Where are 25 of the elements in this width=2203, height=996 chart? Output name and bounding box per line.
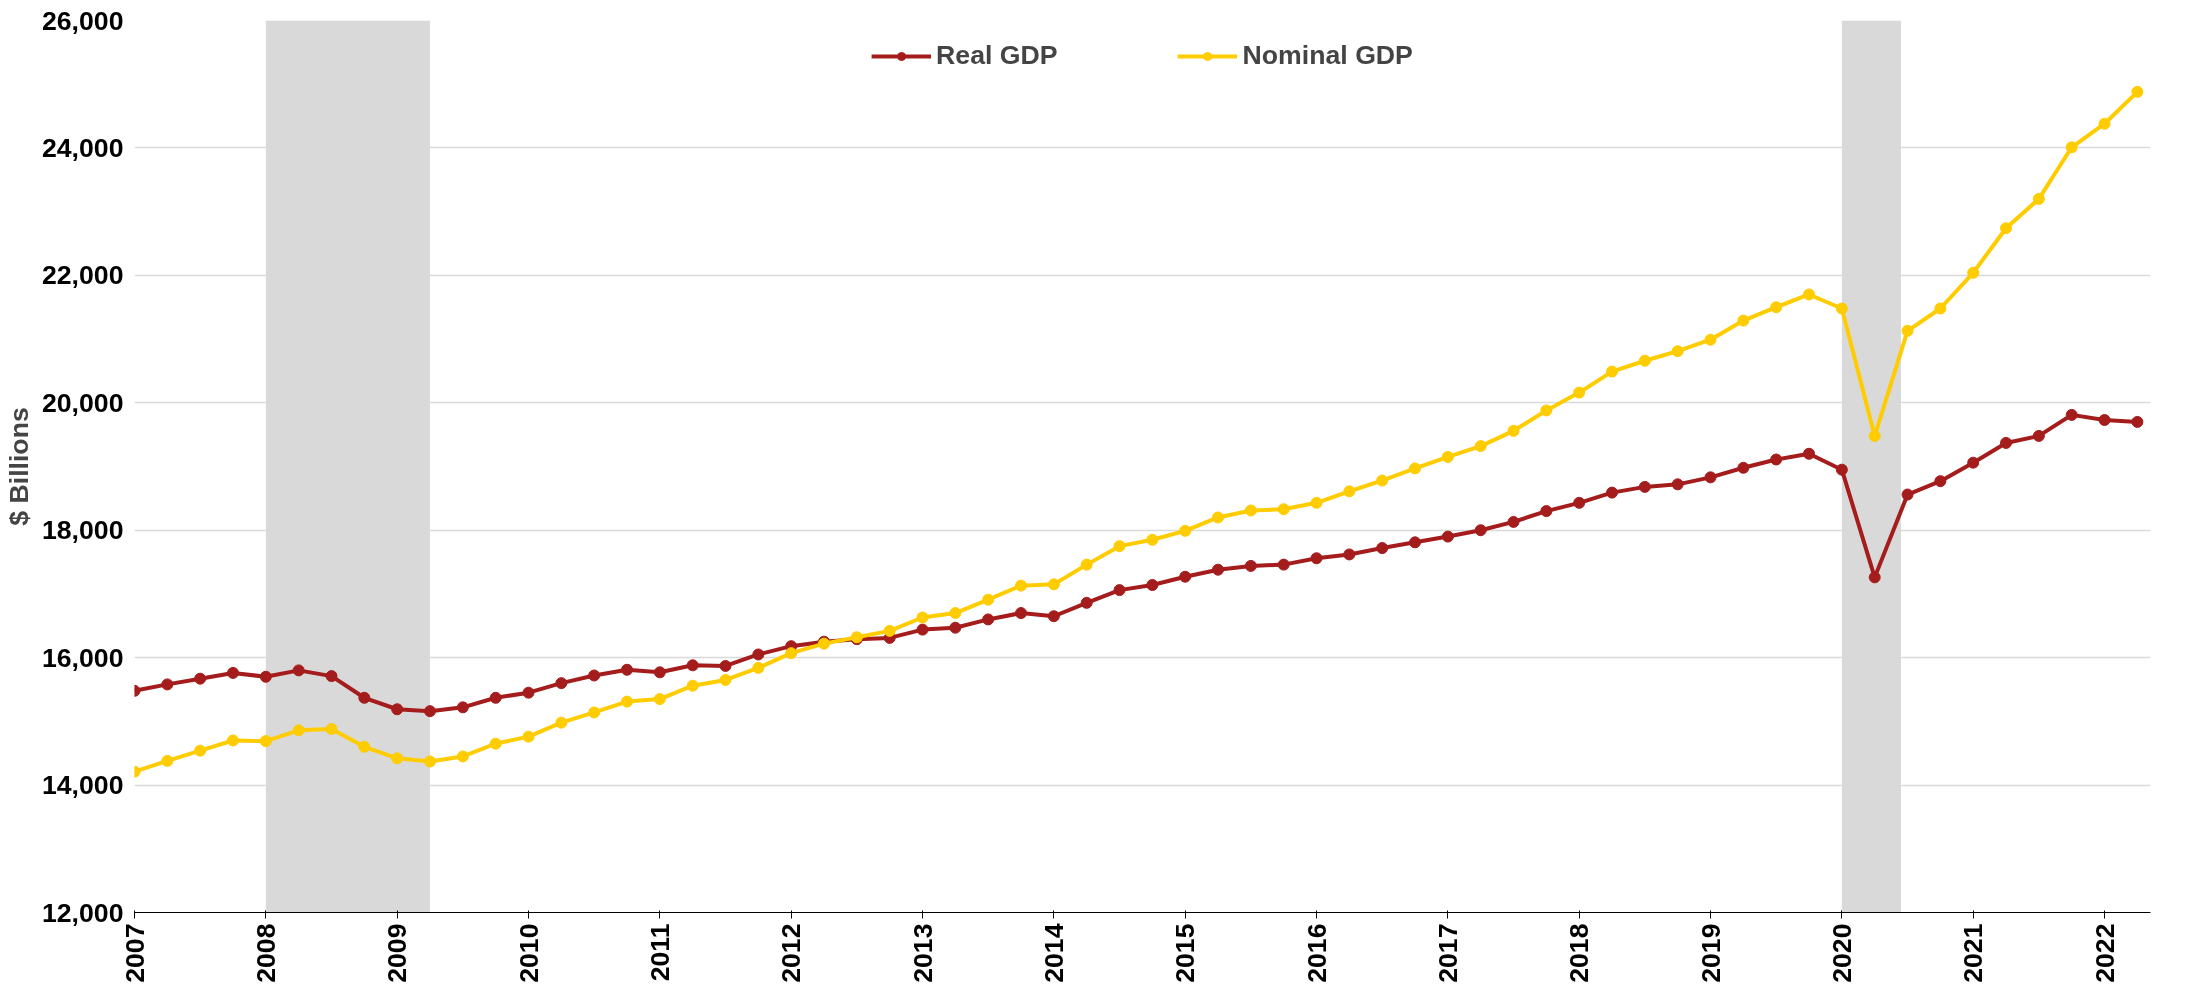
x-tick-label: 2019: [1695, 923, 1726, 983]
x-tick-label: 2010: [513, 923, 544, 983]
y-tick-label: 22,000: [41, 260, 124, 291]
legend-label: Nominal GDP: [1242, 40, 1413, 71]
y-tick-label: 18,000: [41, 515, 124, 546]
legend-label: Real GDP: [936, 40, 1058, 71]
x-tick-label: 2012: [776, 923, 807, 983]
x-tick-label: 2017: [1432, 923, 1463, 983]
x-tick-label: 2009: [382, 923, 413, 983]
y-tick-label: 20,000: [41, 387, 124, 418]
y-tick-label: 14,000: [41, 770, 124, 801]
y-tick-label: 24,000: [41, 132, 124, 163]
x-tick-label: 2015: [1170, 923, 1201, 983]
x-tick-label: 2021: [1958, 923, 1989, 983]
x-tick-label: 2020: [1826, 923, 1857, 983]
y-tick-label: 16,000: [41, 642, 124, 673]
x-tick-label: 2018: [1564, 923, 1595, 983]
y-tick-label: 26,000: [41, 5, 124, 36]
y-axis-title: $ Billions: [3, 407, 34, 526]
x-tick-label: 2011: [644, 923, 675, 982]
x-tick-label: 2016: [1301, 923, 1332, 983]
x-tick-label: 2022: [2089, 923, 2120, 983]
x-tick-label: 2014: [1038, 923, 1069, 983]
x-tick-label: 2008: [250, 923, 281, 983]
x-tick-label: 2013: [907, 923, 938, 983]
